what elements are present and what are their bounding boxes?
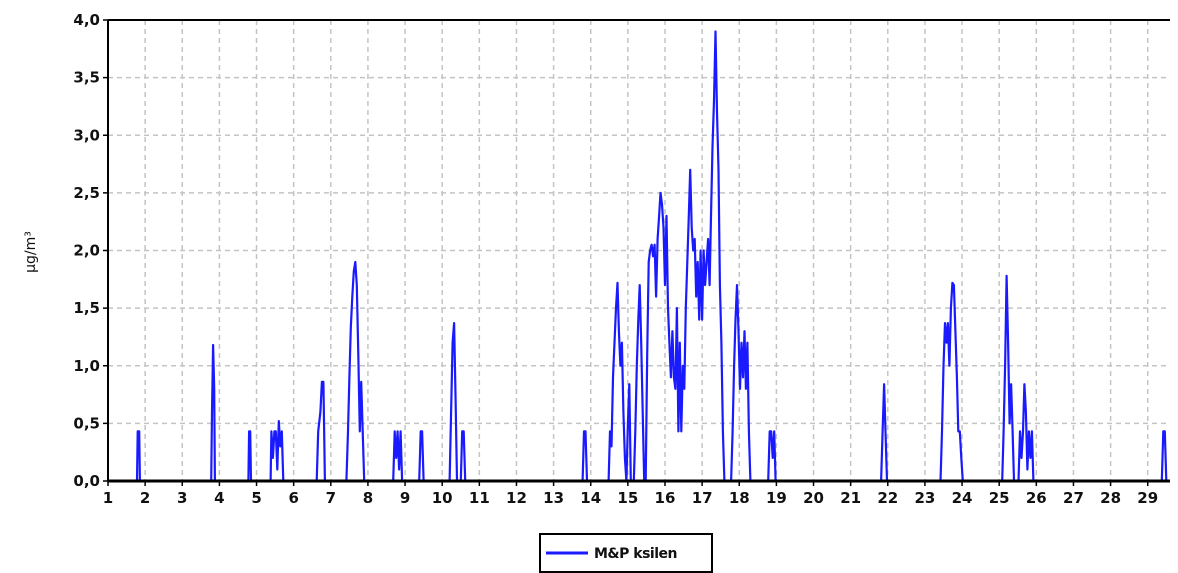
- x-tick-label: 1: [103, 489, 113, 507]
- x-tick-label: 22: [877, 489, 898, 507]
- y-tick-label: 0,0: [73, 472, 100, 490]
- x-tick-label: 28: [1100, 489, 1121, 507]
- x-tick-labels: 1 2 3 4 5 6 7 8 9 10 11 12 13 14 15 16 17 18 19 20 21 22 23 24 2…: [103, 481, 1158, 507]
- y-axis-label: µg/m³: [23, 231, 39, 273]
- x-tick-label: 4: [214, 489, 224, 507]
- series-layer: [108, 30, 1170, 483]
- y-tick-label: 2,5: [73, 184, 100, 202]
- x-tick-label: 21: [840, 489, 861, 507]
- x-tick-label: 13: [543, 489, 564, 507]
- gridlines: [108, 19, 1170, 481]
- x-tick-label: 2: [140, 489, 150, 507]
- x-tick-label: 20: [803, 489, 824, 507]
- x-tick-label: 3: [177, 489, 187, 507]
- x-tick-label: 29: [1137, 489, 1158, 507]
- y-tick-label: 4,0: [73, 11, 100, 29]
- y-tick-label: 3,0: [73, 126, 100, 144]
- x-tick-label: 7: [326, 489, 336, 507]
- x-tick-label: 24: [952, 489, 973, 507]
- x-tick-label: 14: [580, 489, 601, 507]
- x-tick-label: 23: [914, 489, 935, 507]
- x-tick-label: 16: [655, 489, 676, 507]
- x-tick-label: 9: [400, 489, 410, 507]
- series-line-mp-ksilen: [108, 30, 1170, 483]
- x-tick-label: 10: [432, 489, 453, 507]
- x-tick-label: 8: [363, 489, 373, 507]
- x-tick-label: 6: [288, 489, 298, 507]
- y-tick-label: 1,5: [73, 299, 100, 317]
- legend: M&P ksilen: [539, 533, 713, 573]
- x-tick-label: 18: [729, 489, 750, 507]
- x-tick-label: 12: [506, 489, 527, 507]
- y-tick-label: 3,5: [73, 69, 100, 87]
- x-tick-label: 26: [1026, 489, 1047, 507]
- legend-label: M&P ksilen: [594, 546, 677, 562]
- x-tick-label: 27: [1063, 489, 1084, 507]
- y-tick-label: 1,0: [73, 357, 100, 375]
- x-tick-label: 11: [469, 489, 490, 507]
- x-tick-label: 15: [617, 489, 638, 507]
- x-tick-label: 5: [251, 489, 261, 507]
- x-tick-label: 19: [766, 489, 787, 507]
- x-tick-label: 17: [692, 489, 713, 507]
- y-tick-label: 2,0: [73, 242, 100, 260]
- y-tick-labels: 0,0 0,5 1,0 1,5 2,0 2,5 3,0 3,5 4,0: [73, 11, 108, 490]
- x-tick-label: 25: [989, 489, 1010, 507]
- y-tick-label: 0,5: [73, 414, 100, 432]
